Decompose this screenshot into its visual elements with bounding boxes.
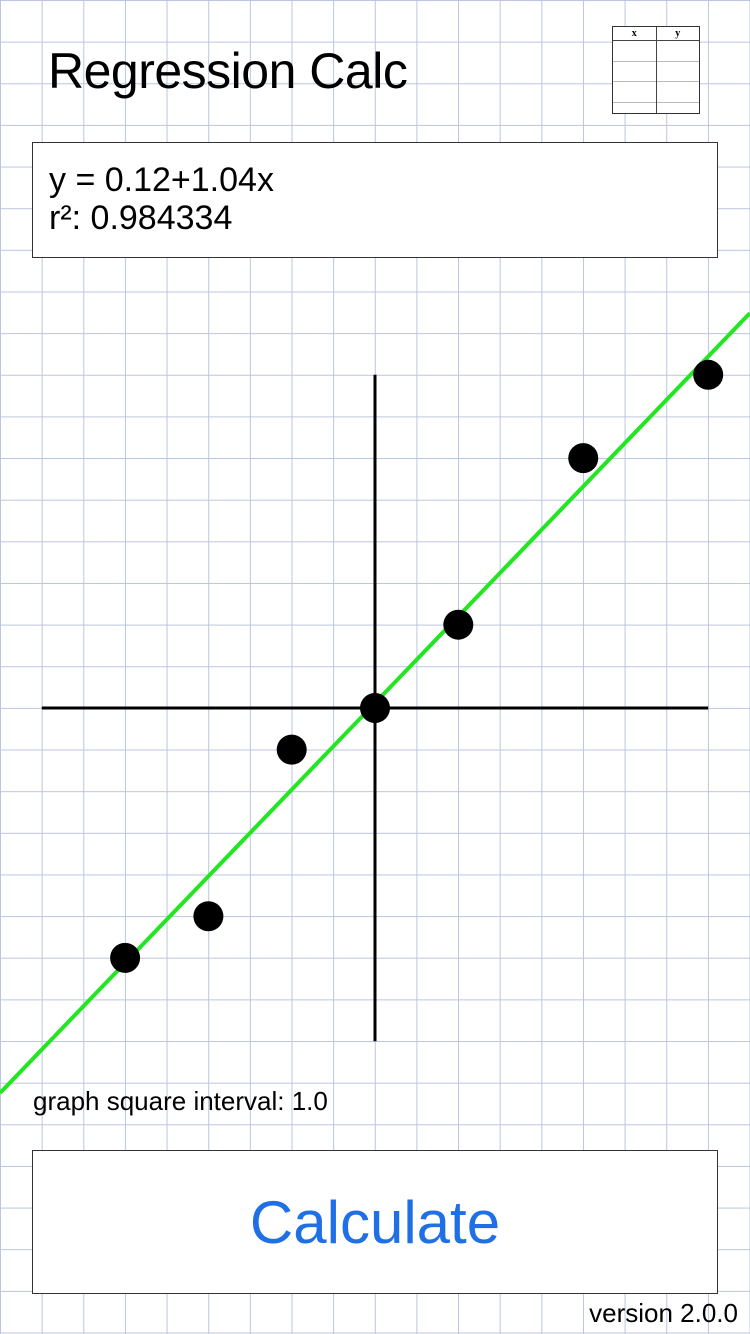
data-point-5 xyxy=(443,609,474,640)
table-header-x: x xyxy=(613,27,656,41)
table-header-y: y xyxy=(655,27,699,41)
regression-result-box: y = 0.12+1.04x r²: 0.984334 xyxy=(32,142,718,258)
regression-equation: y = 0.12+1.04x xyxy=(49,161,274,199)
graph-interval-label: graph square interval: 1.0 xyxy=(33,1086,328,1116)
r-squared-value: r²: 0.984334 xyxy=(49,199,233,237)
data-point-2 xyxy=(193,901,224,932)
data-point-6 xyxy=(568,443,599,474)
version-label: version 2.0.0 xyxy=(589,1298,738,1328)
data-point-3 xyxy=(276,734,307,765)
data-point-4 xyxy=(360,693,390,723)
data-points xyxy=(110,359,724,973)
data-point-1 xyxy=(110,942,141,973)
calculate-button[interactable]: Calculate xyxy=(32,1150,718,1294)
data-point-7 xyxy=(693,359,724,390)
app-title: Regression Calc xyxy=(48,43,408,99)
data-table-icon: x y xyxy=(613,27,699,113)
data-table-button[interactable]: x y xyxy=(612,26,700,114)
regression-line xyxy=(0,311,750,1095)
